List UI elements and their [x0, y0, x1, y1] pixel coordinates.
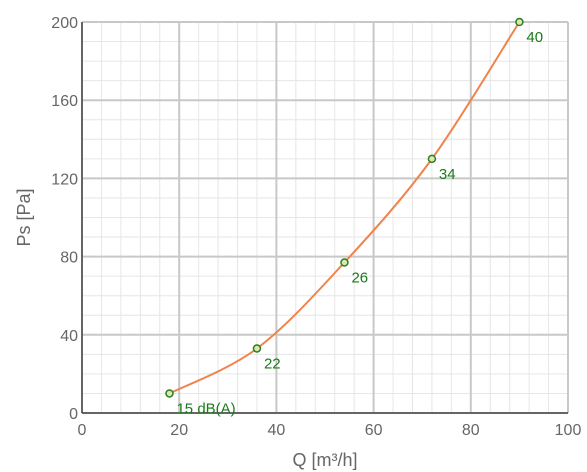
- y-tick-labels: 0 40 80 120 160 200: [51, 15, 78, 423]
- data-label: 26: [351, 269, 368, 286]
- y-tick-label: 0: [69, 406, 78, 423]
- y-tick-label: 80: [60, 250, 78, 267]
- y-tick-label: 160: [51, 93, 78, 110]
- data-point: [165, 389, 174, 398]
- data-point: [427, 154, 437, 164]
- data-point: [340, 258, 349, 267]
- y-tick-label: 40: [60, 328, 78, 345]
- x-tick-label: 0: [78, 422, 87, 439]
- data-label: 22: [264, 355, 281, 372]
- minor-grid: [81, 21, 569, 414]
- axes: [81, 22, 568, 414]
- x-axis-title: Q [m³/h]: [292, 450, 357, 470]
- x-tick-label: 20: [170, 422, 188, 439]
- x-tick-label: 60: [365, 422, 383, 439]
- y-axis-title: Ps [Pa]: [14, 188, 34, 246]
- data-point: [252, 344, 262, 353]
- x-tick-label: 40: [268, 422, 286, 439]
- data-point: [515, 17, 524, 27]
- series-layer: 15 dB(A) 22 26 34 40: [165, 17, 543, 417]
- y-tick-label: 120: [51, 171, 78, 188]
- data-label: 15 dB(A): [176, 400, 235, 417]
- y-tick-label: 200: [51, 15, 78, 32]
- x-tick-label: 80: [462, 422, 480, 439]
- x-tick-labels: 0 20 40 60 80 100: [78, 422, 582, 439]
- data-label: 34: [439, 166, 456, 183]
- series-line: [169, 21, 521, 395]
- x-tick-label: 100: [555, 422, 582, 439]
- data-label: 40: [526, 29, 543, 46]
